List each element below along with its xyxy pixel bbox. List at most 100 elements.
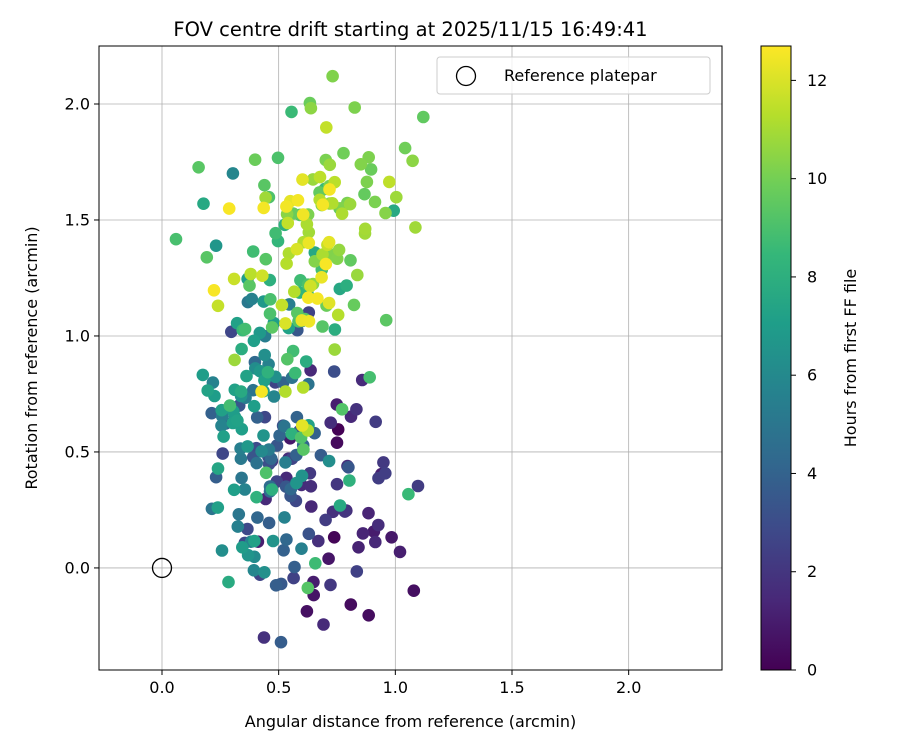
data-point xyxy=(259,252,273,266)
data-point xyxy=(209,239,223,252)
data-point xyxy=(317,618,330,631)
data-point xyxy=(205,406,218,420)
data-point xyxy=(277,544,290,557)
grid-lines xyxy=(99,46,722,670)
legend: Reference platepar xyxy=(436,56,711,95)
data-point xyxy=(348,101,362,114)
data-point xyxy=(302,236,316,250)
legend-marker-icon xyxy=(455,65,477,87)
data-point xyxy=(301,581,315,595)
reference-platepar-marker xyxy=(151,557,173,579)
data-point xyxy=(248,534,261,548)
data-point xyxy=(211,501,225,514)
data-point xyxy=(332,243,346,257)
x-axis-label: Angular distance from reference (arcmin) xyxy=(245,712,576,731)
data-point xyxy=(364,163,378,176)
data-point xyxy=(227,272,241,286)
data-point xyxy=(257,201,271,215)
data-point xyxy=(259,466,273,480)
data-point xyxy=(320,121,333,134)
data-point xyxy=(288,560,301,574)
data-point xyxy=(280,200,293,213)
colorbar-tick-label: 10 xyxy=(807,169,827,188)
data-point xyxy=(244,267,257,281)
data-point xyxy=(311,292,324,305)
data-point xyxy=(316,248,329,261)
data-point xyxy=(255,385,268,398)
data-point xyxy=(236,541,249,554)
data-point xyxy=(246,245,260,258)
x-tick-label: 2.0 xyxy=(616,678,641,697)
data-point xyxy=(309,557,322,570)
data-point xyxy=(319,257,333,271)
data-point xyxy=(323,158,337,172)
data-point xyxy=(285,105,298,119)
data-point xyxy=(169,232,183,246)
y-tick-label: 0.0 xyxy=(65,558,90,577)
x-tick-label: 0.5 xyxy=(266,678,291,697)
data-point xyxy=(362,609,376,622)
data-point xyxy=(288,285,301,299)
data-point xyxy=(222,202,236,215)
data-point xyxy=(331,308,345,322)
data-point xyxy=(330,436,344,450)
data-point xyxy=(406,154,419,168)
data-point xyxy=(211,462,225,475)
data-point xyxy=(417,110,430,124)
data-point xyxy=(369,415,383,429)
colorbar-tick-label: 12 xyxy=(807,71,827,90)
y-axis-label: Rotation from reference (arcmin) xyxy=(22,226,41,489)
data-point xyxy=(257,429,270,442)
y-axis: 0.0 0.5 1.0 1.5 2.0 xyxy=(65,94,99,577)
data-point xyxy=(326,197,339,210)
data-point xyxy=(247,399,261,413)
chart-title: FOV centre drift starting at 2025/11/15 … xyxy=(173,18,647,41)
data-point xyxy=(350,565,364,578)
data-point xyxy=(319,513,332,527)
x-axis: 0.0 0.5 1.0 1.5 2.0 xyxy=(149,670,641,697)
data-point xyxy=(232,508,246,521)
data-point xyxy=(316,320,329,333)
data-point xyxy=(250,411,264,424)
data-points xyxy=(169,69,430,649)
data-point xyxy=(333,499,347,512)
data-point xyxy=(228,353,241,367)
data-point xyxy=(411,479,425,493)
data-point xyxy=(344,598,358,611)
data-point xyxy=(344,253,357,267)
data-point xyxy=(223,399,237,412)
colorbar-tick-label: 0 xyxy=(807,661,817,680)
data-point xyxy=(354,158,368,171)
data-point xyxy=(259,191,272,204)
data-point xyxy=(265,321,279,334)
data-point xyxy=(327,531,341,544)
data-point xyxy=(335,403,349,416)
data-point xyxy=(383,175,396,189)
data-point xyxy=(231,414,244,427)
data-point xyxy=(300,605,314,618)
data-point xyxy=(379,313,393,327)
y-tick-label: 0.5 xyxy=(65,442,90,461)
data-point xyxy=(295,542,308,555)
data-point xyxy=(248,153,262,166)
data-point xyxy=(226,167,240,180)
data-point xyxy=(240,369,253,383)
legend-label: Reference platepar xyxy=(504,66,657,85)
data-point xyxy=(343,474,356,487)
data-point xyxy=(250,490,263,504)
colorbar-label: Hours from first FF file xyxy=(841,269,860,448)
data-point xyxy=(192,161,205,174)
data-point xyxy=(398,141,412,155)
data-point xyxy=(295,419,309,432)
data-point xyxy=(302,527,316,541)
data-point xyxy=(217,430,230,443)
data-point xyxy=(269,226,282,240)
data-point xyxy=(222,575,235,589)
data-point xyxy=(200,250,214,264)
data-point xyxy=(216,447,229,460)
data-point xyxy=(322,296,336,310)
colorbar-gradient xyxy=(761,46,791,670)
data-point xyxy=(258,566,271,579)
data-point xyxy=(235,342,248,356)
